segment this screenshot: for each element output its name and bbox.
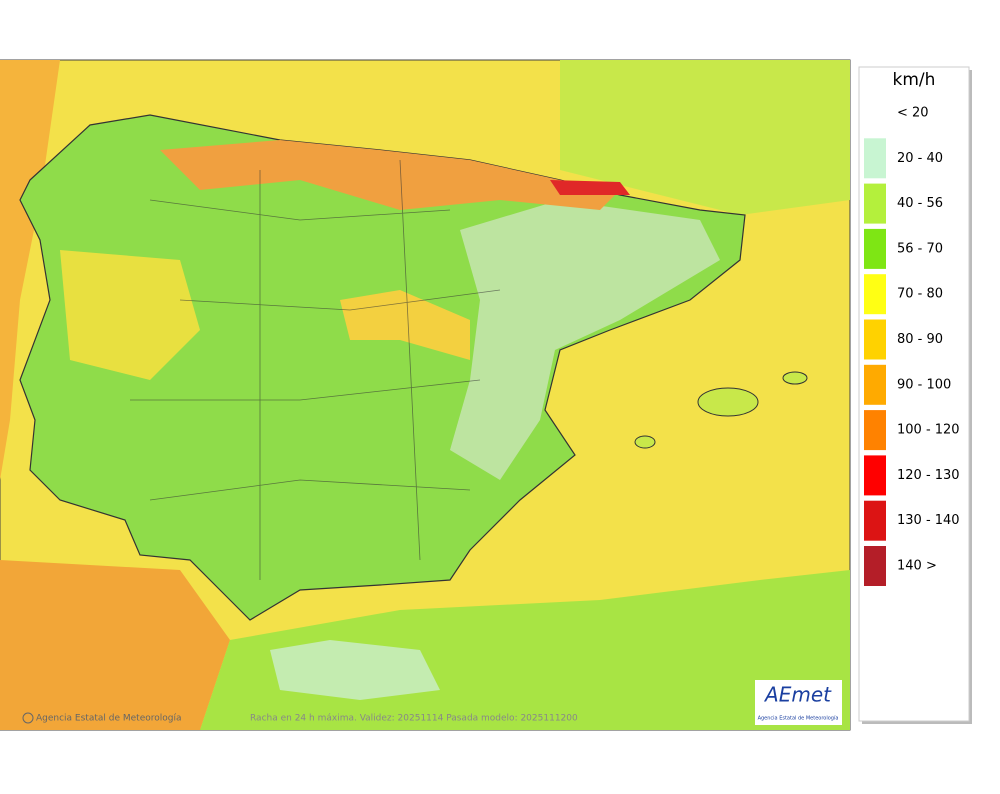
mallorca	[697, 387, 759, 417]
legend-swatch	[864, 319, 886, 360]
credit: Agencia Estatal de Meteorología	[36, 714, 182, 724]
atlantic-zone	[0, 60, 60, 480]
legend-label: 80 - 90	[897, 332, 943, 347]
legend-swatch	[864, 274, 886, 315]
legend-label: 100 - 120	[897, 423, 960, 438]
legend-label: 90 - 100	[897, 377, 951, 392]
legend-swatch	[864, 93, 886, 133]
logo-subtitle: Agencia Estatal de Meteorología	[758, 715, 839, 722]
legend-label: 70 - 80	[897, 287, 943, 302]
logo: AEmet Agencia Estatal de Meteorología	[755, 680, 842, 725]
legend-label: 140 >	[897, 559, 937, 574]
legend-swatch	[864, 228, 886, 269]
legend-swatch	[864, 364, 886, 405]
west-zone	[60, 250, 200, 380]
legend-label: 20 - 40	[897, 151, 943, 166]
legend-label: 40 - 56	[897, 196, 943, 211]
legend-swatch	[864, 455, 886, 496]
legend-swatch	[864, 410, 886, 451]
copyright-icon	[22, 712, 34, 724]
legend: km/h < 20 20 - 40 40 - 56 56 - 70 70 - 80 80 …	[858, 66, 972, 724]
legend-unit: km/h	[893, 70, 936, 90]
menorca	[782, 371, 808, 385]
legend-label: 130 - 140	[897, 513, 960, 528]
region-borders	[130, 159, 501, 580]
africa-low-zone	[270, 640, 440, 700]
legend-label: 120 - 130	[897, 468, 960, 483]
legend-label: 56 - 70	[897, 241, 943, 256]
pyrenees-peak-zone	[550, 180, 630, 195]
caption: Racha en 24 h máxima. Validez: 20251114 …	[250, 714, 578, 724]
legend-swatch	[864, 546, 886, 586]
ibiza	[634, 435, 656, 449]
legend-swatch	[864, 183, 886, 224]
central-high-zone	[340, 290, 470, 360]
legend-label: < 20	[897, 106, 929, 121]
logo-text: AEmet	[763, 683, 832, 707]
gulf-cadiz-zone	[0, 560, 230, 730]
legend-swatch	[864, 138, 886, 179]
map	[0, 59, 851, 731]
france-land	[560, 60, 850, 215]
logo-box	[755, 680, 842, 725]
legend-swatch	[864, 500, 886, 541]
north-high-zone	[160, 140, 620, 210]
east-low-zone	[450, 200, 720, 480]
